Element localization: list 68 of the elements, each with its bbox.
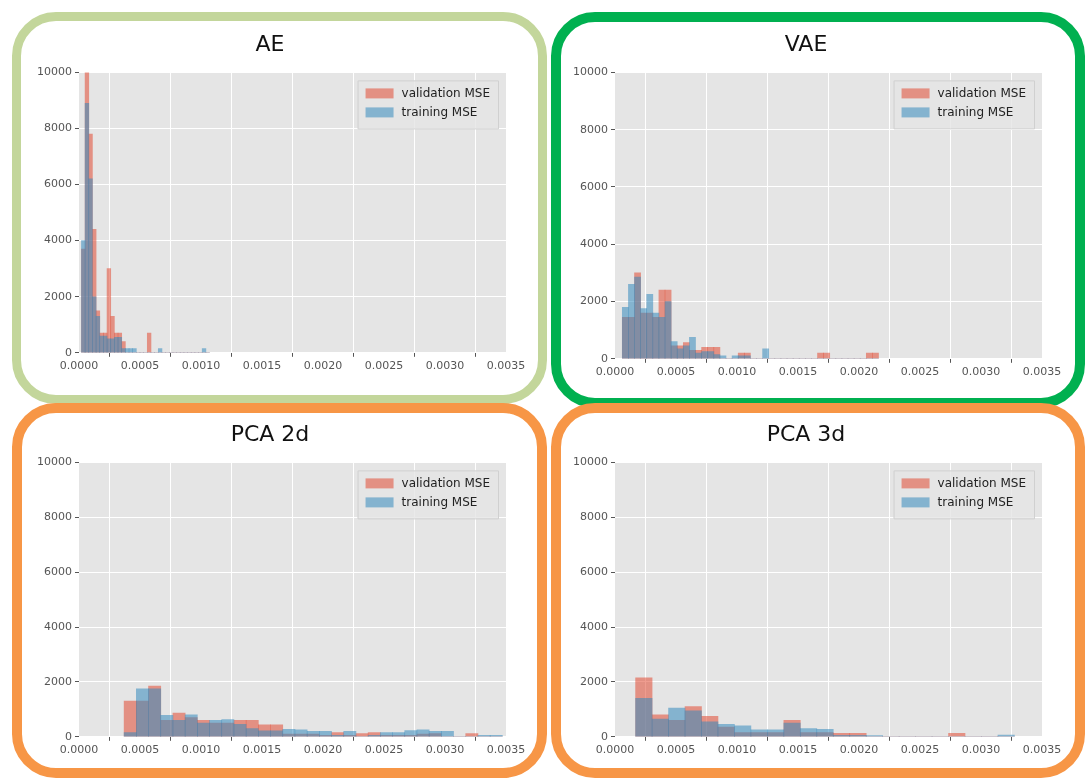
x-tick-label: 0.0000 bbox=[59, 743, 99, 757]
y-tick-label: 2000 bbox=[579, 674, 608, 688]
x-tick-label: 0.0005 bbox=[656, 743, 696, 757]
x-tick-label: 0.0020 bbox=[839, 365, 879, 379]
x-tick-label: 0.0005 bbox=[120, 359, 160, 373]
x-tick-label: 0.0010 bbox=[717, 365, 757, 379]
y-tick-label: 10000 bbox=[36, 65, 72, 79]
y-tick-label: 2000 bbox=[43, 289, 72, 303]
x-tick-label: 0.0010 bbox=[717, 743, 757, 757]
x-tick-label: 0.0000 bbox=[59, 359, 99, 373]
y-tick-label: 10000 bbox=[572, 65, 608, 79]
y-tick-label: 8000 bbox=[43, 121, 72, 135]
x-tick-label: 0.0025 bbox=[900, 365, 940, 379]
x-tick-label: 0.0025 bbox=[900, 743, 940, 757]
x-tick-label: 0.0035 bbox=[1022, 365, 1062, 379]
legend-label: validation MSE bbox=[937, 475, 1027, 490]
y-tick-label: 0 bbox=[64, 345, 72, 359]
y-tick-label: 4000 bbox=[43, 233, 72, 247]
y-tick-label: 10000 bbox=[572, 455, 608, 469]
y-tick-label: 8000 bbox=[579, 510, 608, 524]
y-tick-label: 0 bbox=[600, 351, 608, 365]
x-tick-label: 0.0015 bbox=[778, 743, 818, 757]
chart-title: PCA 3d bbox=[766, 420, 846, 446]
y-tick-label: 4000 bbox=[43, 619, 72, 633]
legend-label: validation MSE bbox=[401, 475, 491, 490]
y-tick-label: 4000 bbox=[579, 237, 608, 251]
y-tick-label: 6000 bbox=[579, 565, 608, 579]
y-tick-label: 2000 bbox=[43, 674, 72, 688]
x-tick-label: 0.0030 bbox=[425, 743, 465, 757]
y-tick-label: 8000 bbox=[43, 510, 72, 524]
y-tick-label: 6000 bbox=[43, 565, 72, 579]
legend-label: validation MSE bbox=[401, 85, 491, 100]
x-tick-label: 0.0035 bbox=[1022, 743, 1062, 757]
x-tick-label: 0.0005 bbox=[656, 365, 696, 379]
x-tick-label: 0.0015 bbox=[242, 743, 282, 757]
legend-label: training MSE bbox=[401, 104, 478, 119]
x-tick-label: 0.0015 bbox=[778, 365, 818, 379]
x-tick-label: 0.0020 bbox=[303, 743, 343, 757]
x-tick-label: 0.0025 bbox=[364, 743, 404, 757]
legend-label: training MSE bbox=[401, 494, 478, 509]
x-tick-label: 0.0005 bbox=[120, 743, 160, 757]
legend-label: training MSE bbox=[937, 104, 1014, 119]
x-tick-label: 0.0020 bbox=[839, 743, 879, 757]
y-tick-label: 0 bbox=[600, 729, 608, 743]
x-tick-label: 0.0035 bbox=[486, 359, 526, 373]
y-tick-label: 6000 bbox=[43, 177, 72, 191]
x-tick-label: 0.0030 bbox=[961, 743, 1001, 757]
y-tick-label: 0 bbox=[64, 729, 72, 743]
chart-title: AE bbox=[255, 30, 285, 56]
x-tick-label: 0.0000 bbox=[595, 743, 635, 757]
x-tick-label: 0.0000 bbox=[595, 365, 635, 379]
x-tick-label: 0.0025 bbox=[364, 359, 404, 373]
x-tick-label: 0.0030 bbox=[425, 359, 465, 373]
legend-label: validation MSE bbox=[937, 85, 1027, 100]
x-tick-label: 0.0010 bbox=[181, 359, 221, 373]
legend-label: training MSE bbox=[937, 494, 1014, 509]
y-tick-label: 10000 bbox=[36, 455, 72, 469]
x-tick-label: 0.0020 bbox=[303, 359, 343, 373]
y-tick-label: 2000 bbox=[579, 294, 608, 308]
x-tick-label: 0.0030 bbox=[961, 365, 1001, 379]
chart-title: PCA 2d bbox=[230, 420, 310, 446]
y-tick-label: 6000 bbox=[579, 179, 608, 193]
y-tick-label: 8000 bbox=[579, 122, 608, 136]
x-tick-label: 0.0010 bbox=[181, 743, 221, 757]
x-tick-label: 0.0015 bbox=[242, 359, 282, 373]
x-tick-label: 0.0035 bbox=[486, 743, 526, 757]
y-tick-label: 4000 bbox=[579, 619, 608, 633]
chart-title: VAE bbox=[784, 30, 828, 56]
